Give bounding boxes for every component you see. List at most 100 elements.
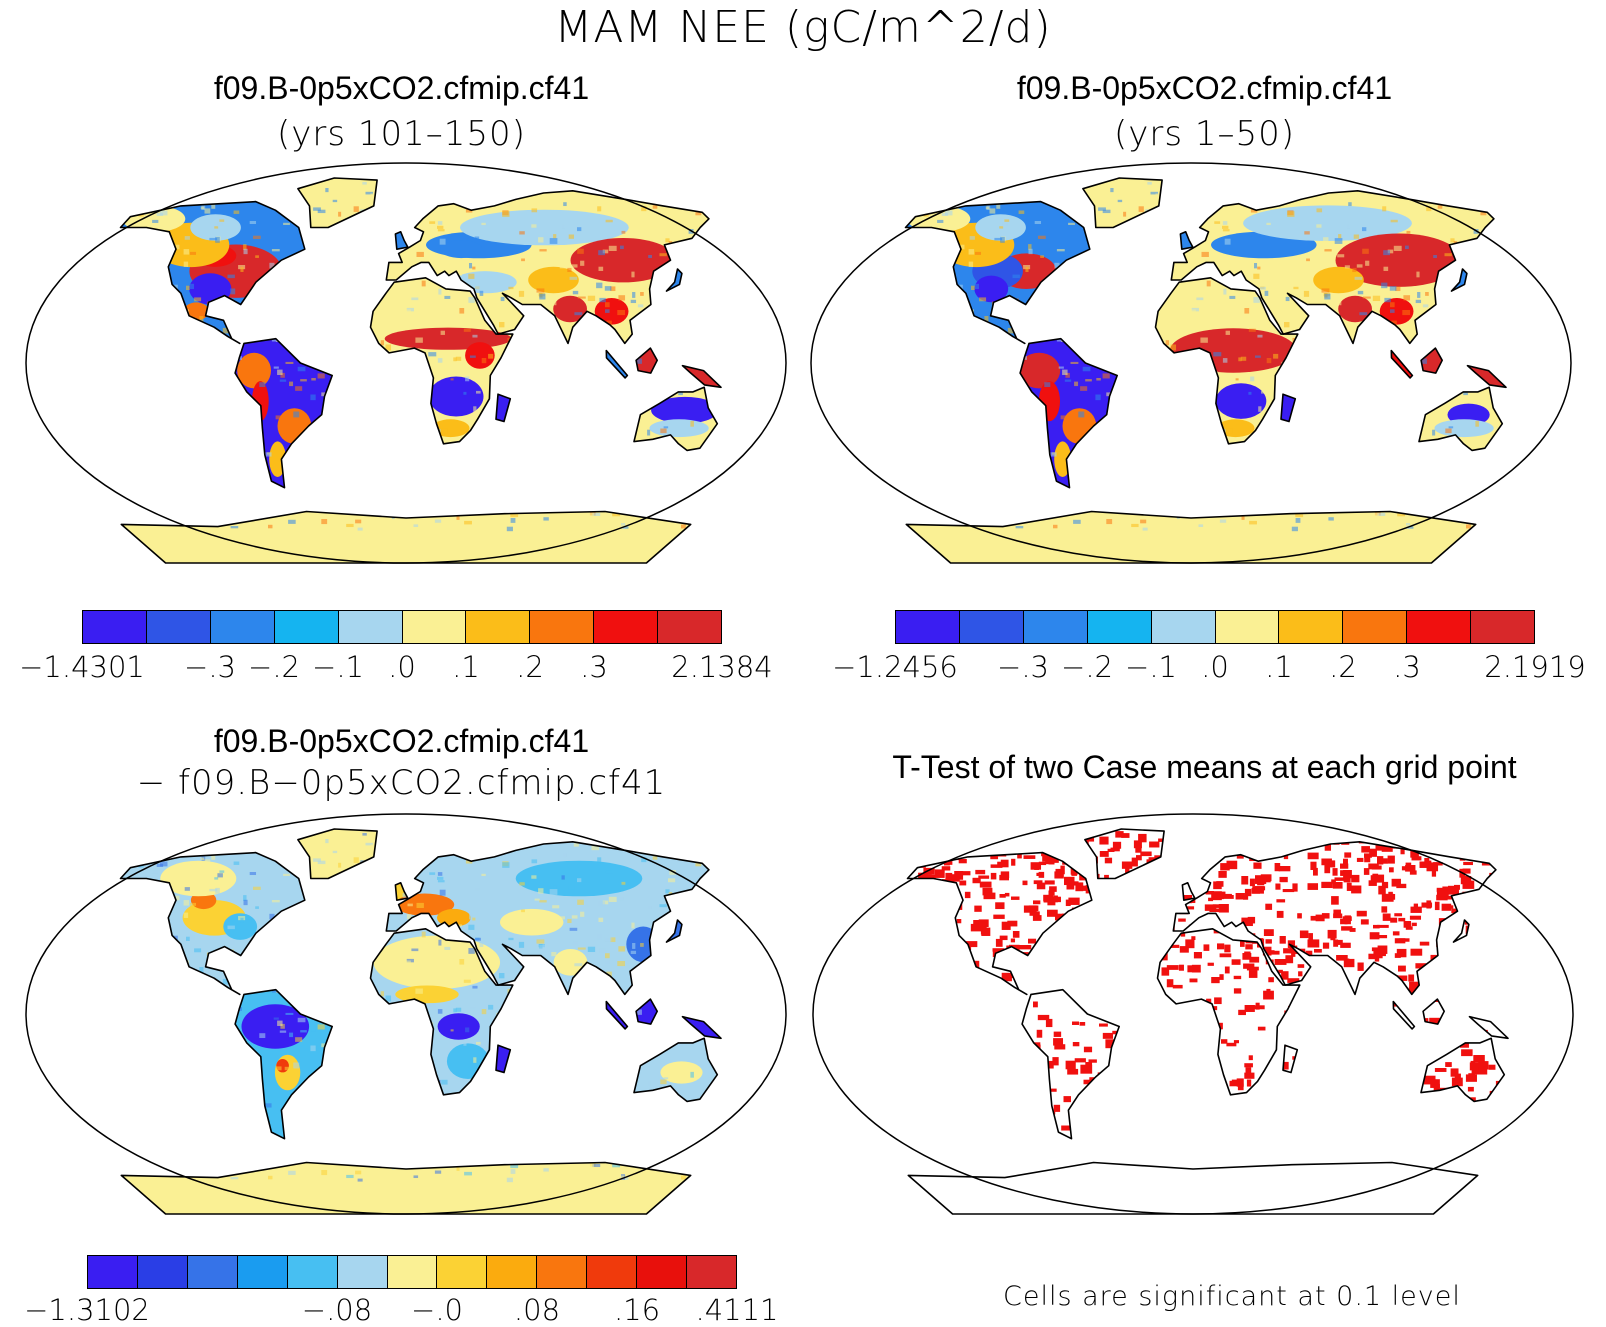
field-blob (395, 985, 459, 1004)
significant-cell (1279, 876, 1288, 883)
field-speckle (714, 843, 721, 849)
field-speckle (1352, 267, 1357, 273)
coastline (297, 177, 378, 229)
field-speckle (362, 523, 366, 528)
significant-cell (1211, 977, 1220, 984)
field-speckle (809, 327, 814, 330)
significant-cell (1398, 965, 1406, 972)
field-speckle (459, 959, 465, 965)
significant-cell (1551, 1103, 1557, 1109)
field-speckle (297, 366, 306, 372)
significant-cell (960, 842, 970, 852)
significant-cell (972, 877, 981, 884)
significant-cell (1468, 829, 1474, 837)
significant-cell (1276, 899, 1286, 903)
land-ng (682, 365, 721, 388)
significant-cell (1330, 934, 1336, 941)
field-speckle (215, 236, 220, 243)
field-speckle (1273, 353, 1279, 359)
significant-cell (1351, 885, 1362, 894)
field-speckle (561, 224, 565, 229)
field-speckle (93, 494, 100, 499)
field-speckle (638, 843, 644, 850)
field-speckle (751, 224, 755, 230)
field-speckle (1138, 206, 1144, 212)
field-speckle (668, 878, 676, 883)
significant-cell (1396, 948, 1407, 958)
colorbar-tick-label: −.1 (1125, 650, 1177, 684)
field-speckle (1261, 390, 1266, 394)
field-speckle (111, 1161, 114, 1165)
field-speckle (453, 290, 458, 294)
significant-cell (1079, 1022, 1086, 1026)
significant-cell (876, 862, 884, 867)
field-speckle (969, 236, 975, 240)
field-speckle (455, 356, 462, 361)
field-speckle (127, 850, 134, 854)
field-speckle (577, 248, 584, 254)
field-speckle (111, 214, 118, 218)
field-speckle (766, 500, 773, 504)
field-speckle (776, 904, 781, 908)
significant-cell (1399, 975, 1408, 981)
field-speckle (786, 462, 793, 466)
field-speckle (284, 1066, 290, 1071)
field-speckle (1240, 356, 1247, 361)
significant-cell (922, 850, 932, 855)
field-speckle (275, 1066, 282, 1071)
field-speckle (779, 478, 786, 484)
field-speckle (635, 358, 642, 364)
significant-cell (1405, 862, 1412, 868)
field-speckle (840, 180, 844, 184)
field-speckle (317, 373, 325, 379)
coastline (1179, 231, 1194, 250)
significant-cell (907, 829, 913, 838)
field-speckle (284, 415, 290, 420)
field-speckle (968, 249, 975, 255)
significant-cell (865, 895, 874, 898)
field-speckle (531, 859, 538, 864)
significant-cell (1575, 1114, 1581, 1118)
significant-cell (1048, 1060, 1054, 1069)
field-speckle (1577, 299, 1581, 304)
field-speckle (665, 889, 670, 894)
field-speckle (357, 527, 363, 531)
field-speckle (665, 238, 670, 243)
significant-cell (852, 851, 860, 858)
significant-cell (1225, 893, 1232, 898)
significant-cell (1470, 1060, 1476, 1068)
field-speckle (862, 479, 868, 481)
field-speckle (587, 946, 596, 953)
field-speckle (1567, 491, 1572, 494)
significant-cell (1282, 1061, 1289, 1070)
field-speckle (1028, 248, 1033, 255)
significant-cell (1576, 965, 1584, 973)
field-speckle (681, 1175, 686, 1180)
field-speckle (93, 519, 100, 523)
significant-cell (983, 892, 996, 900)
significant-cell (1534, 906, 1542, 910)
field-speckle (794, 499, 802, 503)
coastline (1019, 337, 1119, 489)
field-speckle (163, 842, 168, 848)
field-speckle (249, 872, 257, 876)
field-speckle (1450, 238, 1455, 243)
significant-cell (1375, 949, 1386, 957)
colorbar-cell (1279, 610, 1344, 644)
field-speckle (968, 261, 974, 267)
field-speckle (788, 478, 792, 483)
field-speckle (481, 1009, 487, 1015)
field-speckle (476, 1041, 481, 1045)
significant-cell (1219, 891, 1226, 897)
field-speckle (1337, 254, 1345, 258)
field-speckle (749, 474, 757, 480)
field-speckle (64, 464, 67, 469)
significant-cell (898, 850, 904, 859)
significant-cell (841, 874, 848, 879)
coastline (369, 928, 514, 1096)
significant-cell (812, 903, 821, 908)
field-speckle (249, 221, 257, 225)
significant-cell (858, 884, 867, 891)
field-speckle (1560, 511, 1563, 515)
field-speckle (1140, 519, 1147, 524)
